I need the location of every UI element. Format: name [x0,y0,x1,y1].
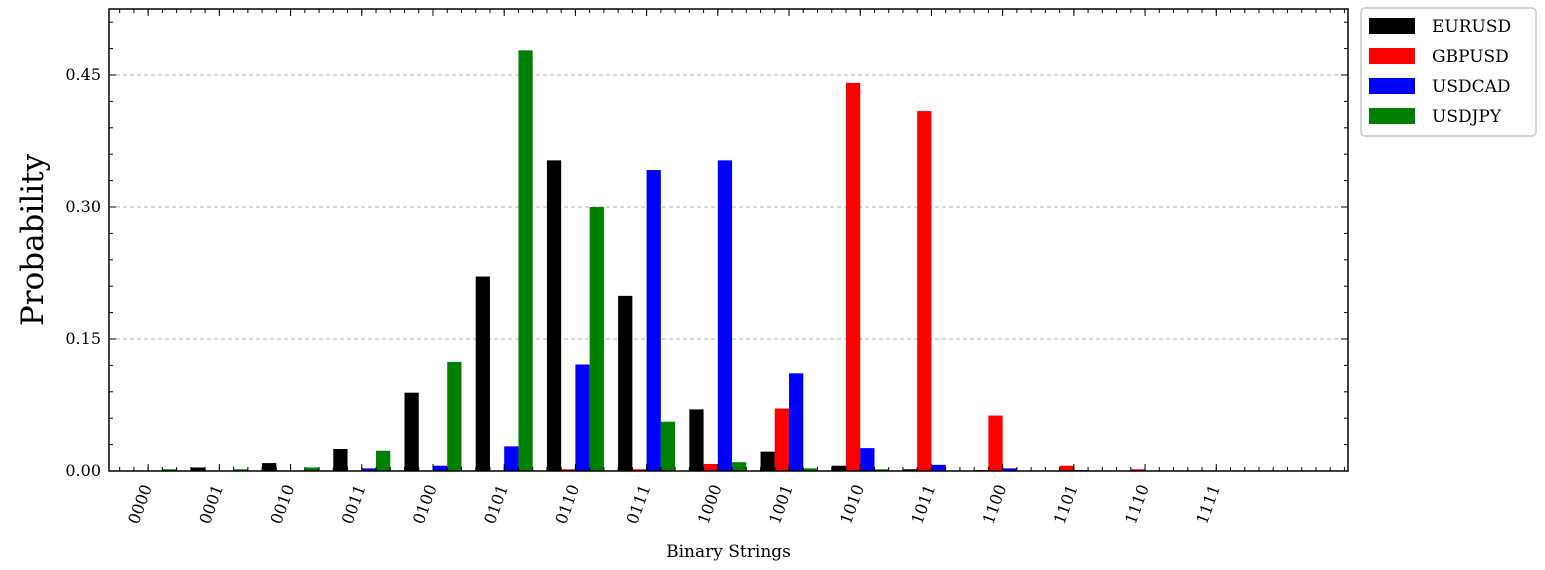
y-axis-label: Probability [15,153,51,326]
x-tick-label: 1110 [1121,482,1153,527]
bar-usdcad-0101 [504,446,519,471]
x-tick-label: 1100 [979,482,1011,527]
plot-frame [108,8,1349,472]
legend-swatch-eurusd [1369,18,1415,34]
bar-gbpusd-1110 [1130,469,1146,471]
x-tick-labels: 0000 0001 0010 0011 0100 0101 0110 0111 1000 1001… [124,482,1224,527]
bar-eurusd-1010 [831,465,846,471]
bar-usdcad-0100 [432,465,448,471]
x-tick-label: 0100 [409,482,441,527]
bar-usdjpy-0001 [233,469,248,471]
x-tick-label: 0010 [267,482,299,527]
x-tick-label: 0011 [338,482,370,527]
legend-swatch-usdjpy [1369,108,1415,124]
x-tick-label: 0001 [195,482,227,527]
bar-gbpusd-0110 [561,469,576,471]
y-tick-label: 0.30 [65,197,101,216]
bar-usdcad-1000 [717,160,733,472]
x-tick-label: 0000 [124,482,156,527]
x-tick-label: 0101 [480,482,512,527]
legend: EURUSD GBPUSD USDCAD USDJPY [1360,7,1537,137]
bar-eurusd-1011 [902,469,918,471]
bar-gbpusd-1010 [845,82,861,472]
bar-gbpusd-1100 [988,415,1003,471]
bars [162,50,1146,472]
x-tick-label: 1000 [694,482,726,527]
bar-eurusd-0101 [475,276,490,471]
bar-eurusd-1001 [760,451,775,471]
bar-usdjpy-0011 [376,450,391,471]
legend-label-eurusd: EURUSD [1432,17,1511,37]
bar-gbpusd-0111 [632,469,647,471]
legend-label-usdcad: USDCAD [1432,77,1511,97]
y-tick-label: 0.45 [65,65,101,84]
legend-label-usdjpy: USDJPY [1432,107,1502,127]
bar-gbpusd-1000 [703,463,718,471]
y-tick-label: 0.00 [65,461,101,480]
bar-gbpusd-1011 [917,111,932,471]
bar-eurusd-1000 [689,409,704,471]
bar-usdjpy-0110 [589,207,604,471]
y-tick-label: 0.15 [65,329,101,348]
bar-usdjpy-1010 [874,469,889,471]
legend-box [1360,7,1537,137]
y-tick-labels: 0.00 0.15 0.30 0.45 [65,65,101,480]
bar-usdcad-0011 [361,468,377,471]
bar-usdcad-1010 [860,448,875,471]
bar-usdcad-0111 [646,170,661,472]
bar-usdcad-1100 [1002,468,1017,471]
x-axis-label: Binary Strings [666,542,791,562]
bar-eurusd-0011 [333,449,348,471]
bar-eurusd-0001 [190,467,206,471]
x-tick-label: 0111 [623,482,655,527]
legend-label-gbpusd: GBPUSD [1432,47,1509,67]
bar-usdjpy-0100 [447,361,462,471]
bar-eurusd-0010 [262,463,277,471]
axis-ticks [109,9,1348,472]
x-tick-label: 1111 [1192,482,1224,527]
bar-usdcad-0110 [575,364,590,471]
bar-eurusd-0111 [618,295,633,471]
bar-usdjpy-0111 [660,421,676,471]
x-tick-label: 1010 [836,482,868,527]
bar-usdjpy-1001 [803,468,818,471]
x-tick-label: 1011 [907,482,939,527]
bar-usdjpy-1000 [732,462,747,471]
bar-usdcad-1011 [931,464,946,471]
bar-usdjpy-0101 [518,50,533,472]
bar-eurusd-0100 [404,392,419,471]
bar-usdcad-1001 [789,373,804,471]
bar-gbpusd-1001 [774,408,790,471]
x-tick-label: 1101 [1050,482,1082,527]
bar-gbpusd-1101 [1059,465,1074,471]
x-tick-label: 1001 [765,482,797,527]
x-tick-label: 0110 [551,482,583,527]
bar-usdjpy-0000 [162,469,177,471]
bar-eurusd-0110 [546,160,562,472]
legend-swatch-usdcad [1369,78,1415,94]
legend-swatch-gbpusd [1369,48,1415,64]
bar-usdjpy-0010 [304,467,320,471]
